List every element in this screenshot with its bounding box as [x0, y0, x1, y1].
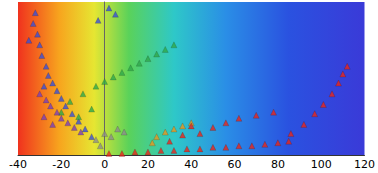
svg-text:80: 80 [271, 158, 285, 171]
svg-text:120: 120 [354, 158, 375, 171]
svg-text:60: 60 [228, 158, 242, 171]
svg-text:-20: -20 [52, 158, 70, 171]
svg-text:100: 100 [311, 158, 332, 171]
svg-text:-40: -40 [9, 158, 27, 171]
svg-text:20: 20 [141, 158, 155, 171]
svg-text:40: 40 [184, 158, 198, 171]
svg-text:0: 0 [101, 158, 108, 171]
